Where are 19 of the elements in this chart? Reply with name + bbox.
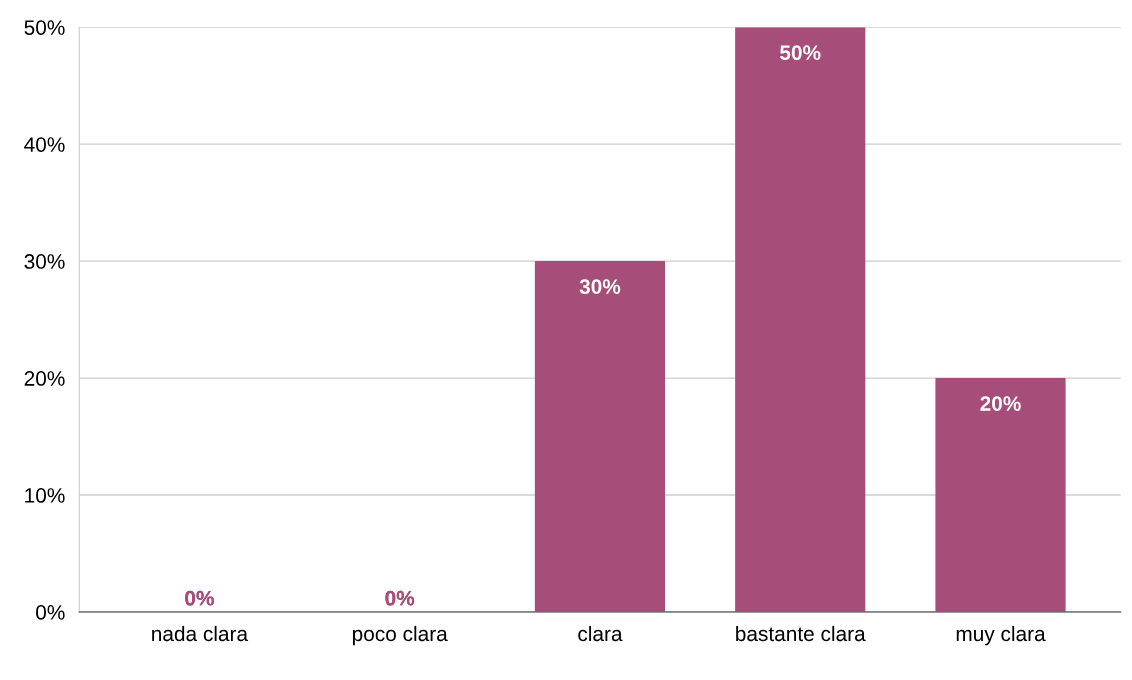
y-tick-label: 50% xyxy=(24,20,65,35)
bar xyxy=(935,378,1066,612)
y-tick-label: 30% xyxy=(24,254,65,269)
data-label: 20% xyxy=(980,396,1021,411)
data-label: 0% xyxy=(185,590,214,606)
y-tick-label: 40% xyxy=(24,137,65,152)
bar xyxy=(735,27,866,612)
data-label: 50% xyxy=(780,45,821,61)
x-tick-label: poco clara xyxy=(352,625,448,646)
y-tick-label: 20% xyxy=(24,371,65,386)
x-tick-label: nada clara xyxy=(152,625,249,642)
x-tick-label: bastante clara xyxy=(736,625,866,642)
x-tick-label: muy clara xyxy=(956,625,1046,646)
bar xyxy=(534,261,666,612)
y-tick-label: 10% xyxy=(25,488,65,503)
y-tick-label: 0% xyxy=(36,605,65,620)
data-label: 30% xyxy=(579,279,621,294)
x-tick-label: clara xyxy=(578,625,623,642)
data-label: 0% xyxy=(385,590,415,606)
